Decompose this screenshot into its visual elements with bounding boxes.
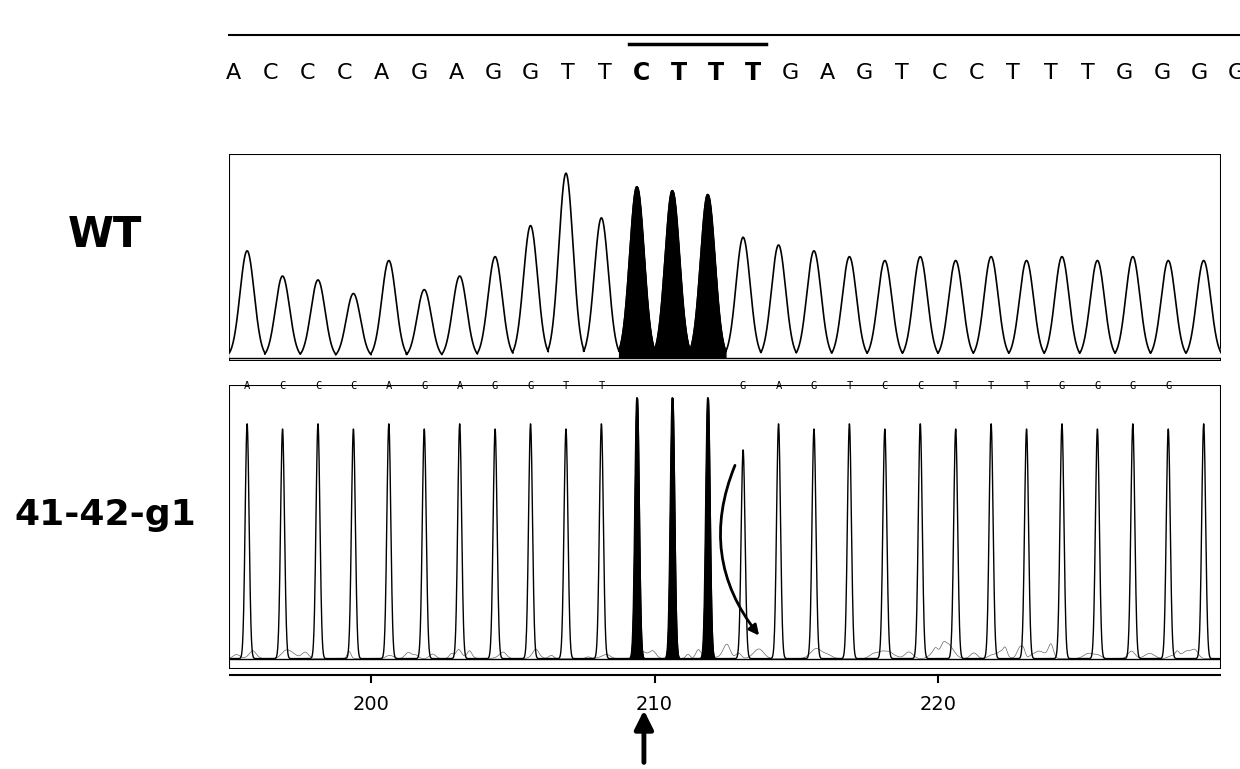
- Text: G: G: [740, 381, 746, 391]
- Text: A: A: [386, 381, 392, 391]
- Text: 200: 200: [352, 695, 389, 714]
- Text: G: G: [811, 381, 817, 391]
- Text: G: G: [781, 63, 799, 83]
- Text: A: A: [374, 63, 389, 83]
- Text: T: T: [1023, 381, 1029, 391]
- Text: T: T: [671, 61, 687, 85]
- Text: A: A: [775, 381, 781, 391]
- Text: T: T: [598, 63, 611, 83]
- Text: A: A: [820, 63, 836, 83]
- Text: G: G: [1059, 381, 1065, 391]
- Text: G: G: [856, 63, 873, 83]
- Text: 41-42-g1: 41-42-g1: [15, 498, 197, 532]
- Text: G: G: [1153, 63, 1171, 83]
- Text: A: A: [226, 63, 241, 83]
- Text: C: C: [315, 381, 321, 391]
- Text: T: T: [988, 381, 994, 391]
- Text: T: T: [846, 381, 853, 391]
- Text: G: G: [527, 381, 533, 391]
- Text: C: C: [350, 381, 357, 391]
- Text: C: C: [882, 381, 888, 391]
- Text: C: C: [968, 63, 985, 83]
- Text: G: G: [1130, 381, 1136, 391]
- Text: T: T: [745, 61, 761, 85]
- Text: G: G: [410, 63, 428, 83]
- Text: T: T: [1044, 63, 1058, 83]
- Text: T: T: [952, 381, 959, 391]
- Text: T: T: [708, 61, 724, 85]
- Text: G: G: [485, 63, 502, 83]
- Text: T: T: [560, 63, 574, 83]
- Text: C: C: [263, 63, 278, 83]
- Text: A: A: [456, 381, 463, 391]
- Text: C: C: [300, 63, 315, 83]
- Text: T: T: [895, 63, 909, 83]
- Text: T: T: [598, 381, 605, 391]
- Text: G: G: [1228, 63, 1240, 83]
- Text: G: G: [1190, 63, 1208, 83]
- Text: C: C: [918, 381, 924, 391]
- Text: WT: WT: [68, 214, 143, 255]
- Text: G: G: [1166, 381, 1172, 391]
- Text: G: G: [492, 381, 498, 391]
- Text: A: A: [244, 381, 250, 391]
- Text: A: A: [449, 63, 464, 83]
- Text: T: T: [1081, 63, 1095, 83]
- Text: G: G: [1116, 63, 1133, 83]
- Text: C: C: [279, 381, 285, 391]
- Text: G: G: [522, 63, 539, 83]
- Text: C: C: [931, 63, 947, 83]
- Text: G: G: [422, 381, 428, 391]
- Text: C: C: [337, 63, 352, 83]
- Text: T: T: [563, 381, 569, 391]
- Text: T: T: [1007, 63, 1021, 83]
- Text: 220: 220: [920, 695, 956, 714]
- Text: 210: 210: [636, 695, 673, 714]
- Text: C: C: [634, 61, 651, 85]
- Text: G: G: [1094, 381, 1101, 391]
